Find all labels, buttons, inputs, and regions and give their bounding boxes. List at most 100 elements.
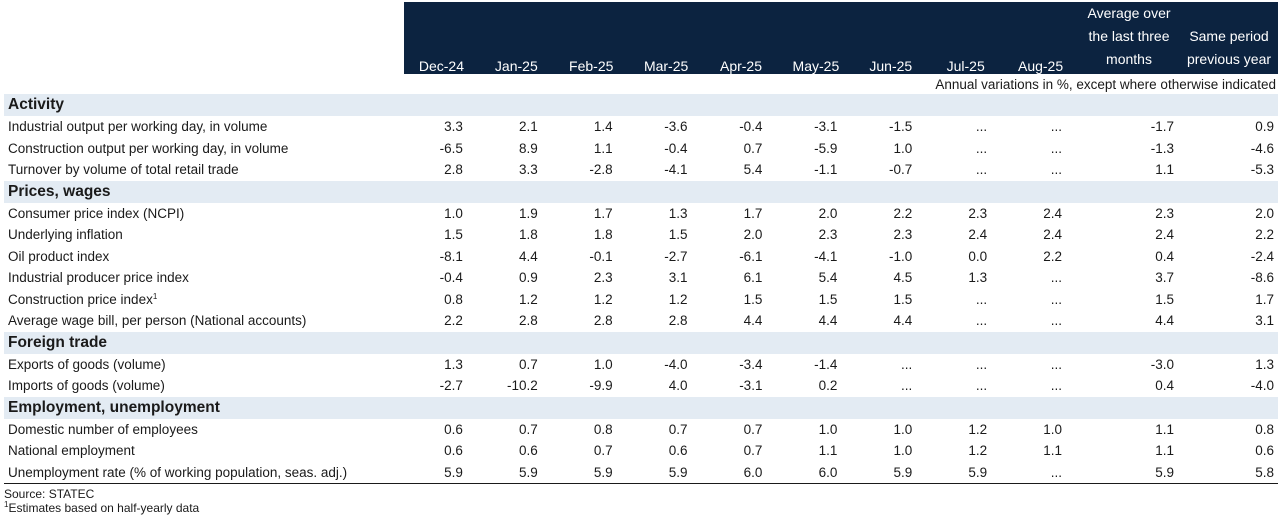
table-cell: 1.1 (593, 140, 613, 156)
row-label: Unemployment rate (% of working populati… (4, 461, 404, 484)
table-cell: -3.4 (739, 356, 763, 372)
table-cell: 1.3 (444, 356, 463, 372)
table-cell: 2.8 (593, 313, 613, 329)
table-cell: -2.8 (589, 162, 613, 178)
table-cell: 2.4 (1043, 205, 1063, 221)
table-cell: 4.4 (818, 313, 838, 329)
table-cell: 5.9 (478, 461, 554, 484)
table-cell: 1.3 (1255, 356, 1275, 372)
table-cell: 1.0 (893, 140, 913, 156)
row-label-text: Exports of goods (volume) (8, 356, 166, 372)
table-cell: 0.7 (593, 443, 613, 459)
row-label-text: National employment (8, 443, 135, 459)
table-cell: ... (1050, 119, 1063, 135)
column-header-month: Feb-25 (553, 2, 629, 74)
table-cell: ... (900, 356, 913, 372)
row-label: Oil product index (4, 246, 404, 268)
table-cell: ... (1003, 461, 1079, 484)
row-label: Average wage bill, per person (National … (4, 310, 404, 332)
table-cell: 0.8 (593, 421, 613, 437)
table-cell: ... (975, 378, 988, 394)
table-cell: ... (1050, 140, 1063, 156)
table-cell: 2.8 (444, 162, 463, 178)
column-header-month: Dec-24 (404, 2, 479, 74)
table-cell: 1.1 (1155, 443, 1175, 459)
table-cell: -3.1 (739, 378, 763, 394)
table-cell: -4.6 (1250, 140, 1275, 156)
table-cell: -0.4 (664, 140, 688, 156)
table-cell: 2.3 (968, 205, 988, 221)
table-cell: 5.4 (818, 270, 838, 286)
row-label-text: Imports of goods (volume) (8, 378, 165, 394)
table-cell: 1.8 (519, 227, 538, 243)
column-header-month: Apr-25 (703, 2, 779, 74)
table-cell: ... (975, 119, 988, 135)
table-cell: 2.4 (1043, 227, 1063, 243)
table-cell: 1.7 (593, 205, 613, 221)
row-label: Industrial producer price index (4, 267, 404, 289)
table-cell: -2.7 (439, 378, 463, 394)
table-cell: 1.1 (1155, 162, 1175, 178)
table-cell: 2.2 (1043, 248, 1063, 264)
table-cell: 5.9 (553, 461, 629, 484)
table-body: Activity Industrial output per working da… (4, 94, 1279, 484)
table-cell: 4.4 (1155, 313, 1175, 329)
table-cell: -2.4 (1250, 248, 1275, 264)
table-cell: 6.1 (743, 270, 763, 286)
section-title: Foreign trade (4, 331, 1279, 354)
table-cell: ... (1050, 270, 1063, 286)
table-cell: ... (975, 140, 988, 156)
table-cell: ... (900, 378, 913, 394)
footnote-mark: 1 (4, 500, 9, 509)
table-cell: -8.1 (439, 248, 463, 264)
table-cell: 5.9 (853, 461, 929, 484)
table-cell: 4.0 (668, 378, 688, 394)
table-cell: 1.2 (668, 291, 688, 307)
table-cell: 5.4 (743, 162, 763, 178)
table-cell: -1.5 (888, 119, 913, 135)
table-cell: 0.8 (1255, 421, 1275, 437)
table-cell: 1.5 (818, 291, 838, 307)
table-row: Underlying inflation 1.5 1.8 1.8 1.5 2.0 2.3 2.… (4, 224, 1278, 246)
table-cell: ... (1050, 356, 1063, 372)
row-label: Exports of goods (volume) (4, 354, 404, 376)
table-cell: 1.3 (668, 205, 688, 221)
row-label: Domestic number of employees (4, 419, 404, 441)
table-cell: 1.0 (1043, 421, 1063, 437)
table-row: Industrial output per working day, in vo… (4, 116, 1278, 138)
table-row: National employment 0.6 0.6 0.7 0.6 0.7 1.1 1.0… (4, 440, 1278, 462)
footnote-text: Estimates based on half-yearly data (8, 501, 200, 515)
table-cell: 1.0 (593, 356, 613, 372)
table-cell: 2.2 (893, 205, 913, 221)
table-cell: 2.8 (668, 313, 688, 329)
table-header: Dec-24 Jan-25 Feb-25 Mar-25 Apr-25 May-25 Jun-… (4, 2, 1279, 94)
table-cell: 2.0 (1255, 205, 1275, 221)
table-cell: ... (975, 291, 988, 307)
column-header-previous-line: Same period (1189, 28, 1269, 44)
table-row: Average wage bill, per person (National … (4, 310, 1278, 332)
table-cell: 1.1 (818, 443, 838, 459)
table-cell: 0.4 (1155, 378, 1175, 394)
table-cell: 0.6 (519, 443, 538, 459)
table-cell: 1.5 (444, 227, 463, 243)
column-header-month: Jan-25 (478, 2, 554, 74)
table-cell: 1.0 (893, 421, 913, 437)
row-label: Construction price index1 (4, 289, 404, 311)
row-label-text: Underlying inflation (8, 227, 123, 243)
table-cell: 2.2 (1255, 227, 1275, 243)
table-cell: 2.3 (1155, 205, 1175, 221)
table-cell: 4.4 (519, 248, 538, 264)
section-title: Employment, unemployment (4, 396, 1279, 419)
table-cell: ... (1050, 162, 1063, 178)
table-cell: 0.9 (1255, 119, 1275, 135)
table-cell: -0.4 (739, 119, 763, 135)
row-label-text: Oil product index (8, 248, 110, 264)
table-row: Consumer price index (NCPI) 1.0 1.9 1.7 1.3 1… (4, 203, 1278, 225)
table-cell: 0.6 (444, 443, 463, 459)
table-cell: -3.0 (1150, 356, 1175, 372)
row-label: Imports of goods (volume) (4, 375, 404, 397)
table-cell: 1.3 (968, 270, 988, 286)
units-note: Annual variations in %, except where oth… (935, 76, 1277, 92)
table-cell: -10.2 (507, 378, 538, 394)
table-cell: ... (975, 162, 988, 178)
